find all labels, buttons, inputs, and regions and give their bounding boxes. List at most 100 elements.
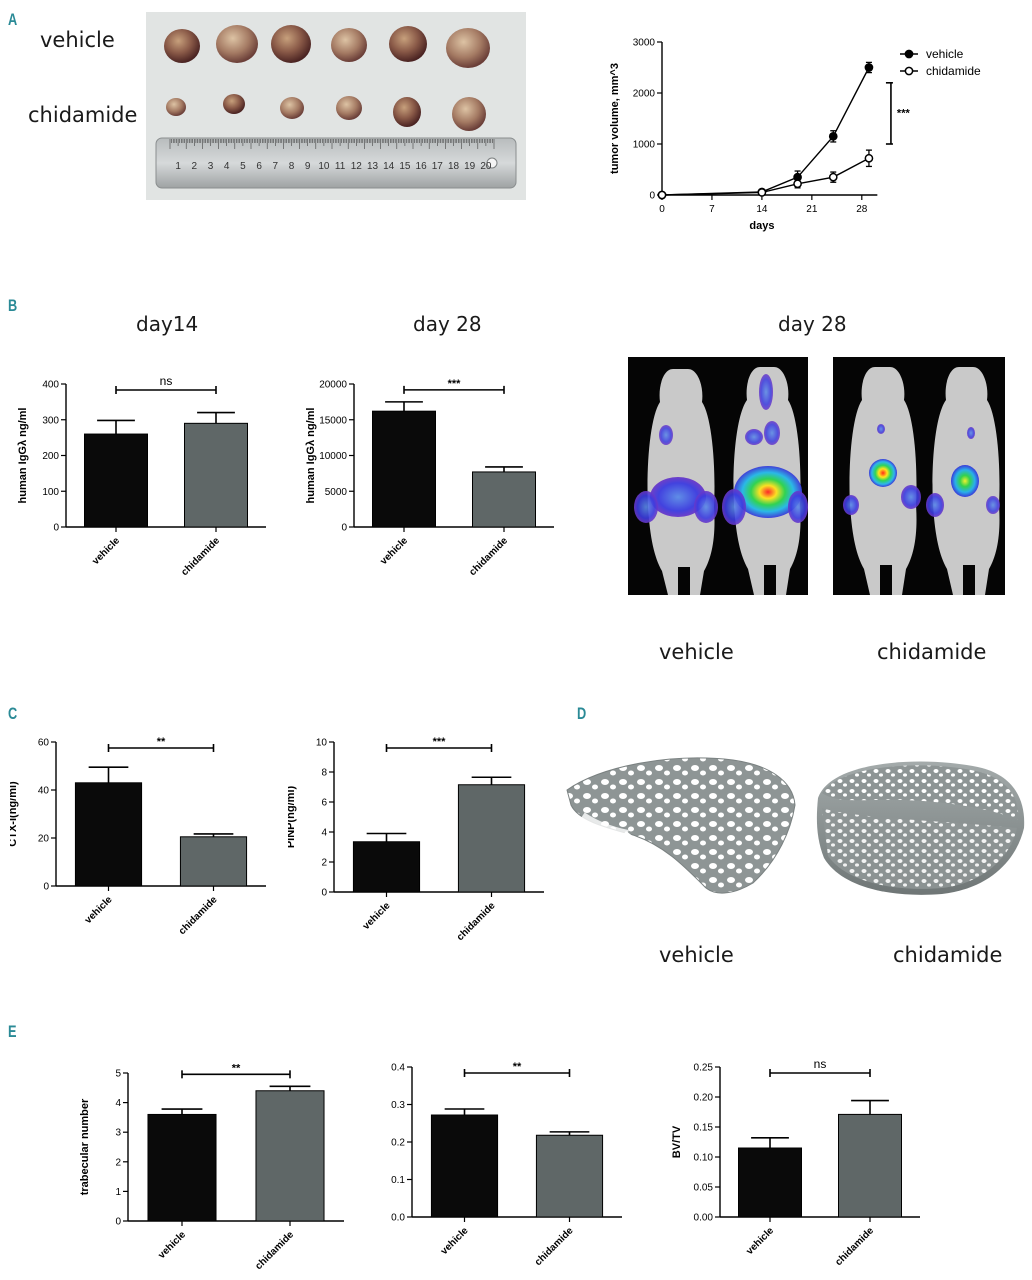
- y-tick-label: 0.25: [694, 1063, 714, 1074]
- y-tick-label: 5: [115, 1069, 121, 1080]
- ruler-number: 13: [367, 161, 379, 172]
- significance-label: ns: [814, 1057, 827, 1071]
- bv-tv-chart: BV/TV 0.00 0.05 0.10 0.15 0.20 0.25 vehicle chid…: [671, 1057, 920, 1268]
- photo-label-vehicle: vehicle: [40, 28, 115, 52]
- y-tick-label: 300: [42, 415, 59, 426]
- legend-marker: [904, 49, 914, 59]
- ruler-number: 7: [273, 161, 279, 172]
- bar-vehicle: [738, 1147, 802, 1218]
- y-tick-label: 1: [115, 1187, 121, 1198]
- series-line-vehicle: [661, 67, 870, 196]
- bar-vehicle: [372, 410, 436, 528]
- igg-day28-chart: human IgGλ ng/ml 0 5000 10000 15000 20000 vehi…: [305, 378, 554, 578]
- title-imaging-day28: day 28: [778, 312, 847, 336]
- mouse-pair-chidamide-graphic: [833, 357, 1005, 595]
- bone-render-vehicle-graphic: [566, 757, 796, 894]
- point-chidamide: [828, 172, 838, 182]
- y-tick-label: 20: [38, 834, 50, 845]
- y-tick-label: 10: [316, 738, 328, 749]
- tumor-photo: 1 2 3 4 5 6 7 8 9 10 11 12 13 14 15 16 17 18 19 20: [146, 12, 526, 200]
- bar-chidamide: [457, 784, 526, 893]
- tumor-volume-chart: tumor volume, mm^3 days 0 1000 2000 3000 0 7 14 2…: [609, 38, 981, 233]
- y-tick-label: 2: [115, 1157, 121, 1168]
- bar-vehicle: [84, 433, 148, 528]
- y-tick-label: 20000: [319, 380, 347, 391]
- ruler-number: 11: [335, 161, 346, 172]
- panel-letter-c: C: [8, 704, 18, 723]
- ruler-number: 12: [351, 161, 363, 172]
- bar-vehicle: [147, 1113, 217, 1222]
- x-tick-label: 21: [806, 204, 818, 215]
- microct-label-vehicle: vehicle: [659, 943, 734, 967]
- y-tick-label: 400: [42, 380, 59, 391]
- bioluminescence-image-vehicle: [628, 357, 808, 595]
- y-tick-label: 0.3: [391, 1100, 405, 1111]
- y-tick-label: 3000: [633, 38, 656, 49]
- bar-chidamide: [535, 1134, 604, 1218]
- tb-spacing-chart: Tb spacing(mm)0.00.10.20.30.4vehiclechid…: [391, 1061, 622, 1268]
- tumor-photo-graphic: 1 2 3 4 5 6 7 8 9 10 11 12 13 14 15 16 17 18 19 20: [146, 12, 526, 200]
- legend-marker: [904, 66, 914, 76]
- ruler-number: 8: [289, 161, 295, 172]
- significance-label: ns: [160, 374, 173, 388]
- ruler-number: 10: [318, 161, 330, 172]
- y-tick-label: 0.4: [391, 1063, 405, 1074]
- bar-chidamide: [179, 836, 248, 887]
- ruler-number: 14: [383, 161, 395, 172]
- y-tick-label: 0.0: [391, 1213, 405, 1224]
- legend-label: vehicle: [926, 47, 964, 61]
- ruler-number: 2: [192, 161, 198, 172]
- significance-label: ***: [433, 736, 447, 748]
- significance-label: **: [157, 736, 166, 748]
- significance-label: **: [513, 1061, 522, 1073]
- y-tick-label: 100: [42, 487, 59, 498]
- x-tick-label: chidamide: [467, 535, 510, 578]
- panel-letter-d: D: [577, 704, 587, 723]
- y-axis-label: tumor volume, mm^3: [609, 63, 621, 174]
- bone-render-chidamide-graphic: [816, 761, 1025, 895]
- bar-chidamide: [838, 1113, 902, 1218]
- bar-chidamide: [472, 471, 536, 528]
- x-tick-label: vehicle: [361, 900, 393, 932]
- microct-image-vehicle: [563, 735, 803, 900]
- ruler-number: 15: [399, 161, 411, 172]
- point-vehicle: [864, 63, 874, 72]
- y-axis-label: PINP(ng/ml): [288, 786, 297, 849]
- y-axis-label: trabecular number: [80, 1098, 91, 1195]
- x-tick-label: chidamide: [177, 894, 220, 937]
- microct-label-chidamide: chidamide: [893, 943, 1003, 967]
- y-axis-label: human IgGλ ng/ml: [17, 408, 29, 504]
- ruler-ticks: [169, 139, 495, 149]
- y-tick-label: 6: [321, 798, 327, 809]
- y-tick-label: 0.1: [391, 1175, 405, 1186]
- x-tick-label: 0: [659, 204, 665, 215]
- x-tick-label: 14: [756, 204, 768, 215]
- ruler-number: 16: [416, 161, 428, 172]
- point-chidamide: [864, 153, 874, 163]
- y-tick-label: 2: [321, 858, 327, 869]
- y-tick-label: 10000: [319, 451, 347, 462]
- panel-letter-e: E: [8, 1022, 17, 1041]
- y-tick-label: 2000: [633, 89, 656, 100]
- point-chidamide: [757, 188, 767, 197]
- x-tick-label: vehicle: [439, 1225, 471, 1257]
- title-igg-day28: day 28: [413, 312, 482, 336]
- y-axis-label: BV/TV: [671, 1125, 683, 1158]
- point-vehicle: [828, 132, 838, 141]
- panel-letter-a: A: [8, 10, 18, 29]
- ruler-number: 20: [480, 161, 492, 172]
- y-axis-label: human IgGλ ng/ml: [305, 408, 317, 504]
- y-tick-label: 0.2: [391, 1138, 405, 1149]
- bar-vehicle: [74, 782, 143, 887]
- y-tick-label: 0: [321, 888, 327, 899]
- igg-day14-chart: human IgGλ ng/ml 0 100 200 300 400 vehicle chid…: [17, 374, 266, 578]
- y-tick-label: 0.00: [694, 1213, 714, 1224]
- ruler-number: 6: [256, 161, 262, 172]
- bar-chidamide: [184, 422, 248, 528]
- y-tick-label: 4: [115, 1098, 121, 1109]
- ruler-number: 4: [224, 161, 230, 172]
- legend-label: chidamide: [926, 64, 981, 78]
- ruler-number: 19: [464, 161, 476, 172]
- ruler-number: 1: [175, 161, 181, 172]
- x-tick-label: vehicle: [156, 1229, 188, 1261]
